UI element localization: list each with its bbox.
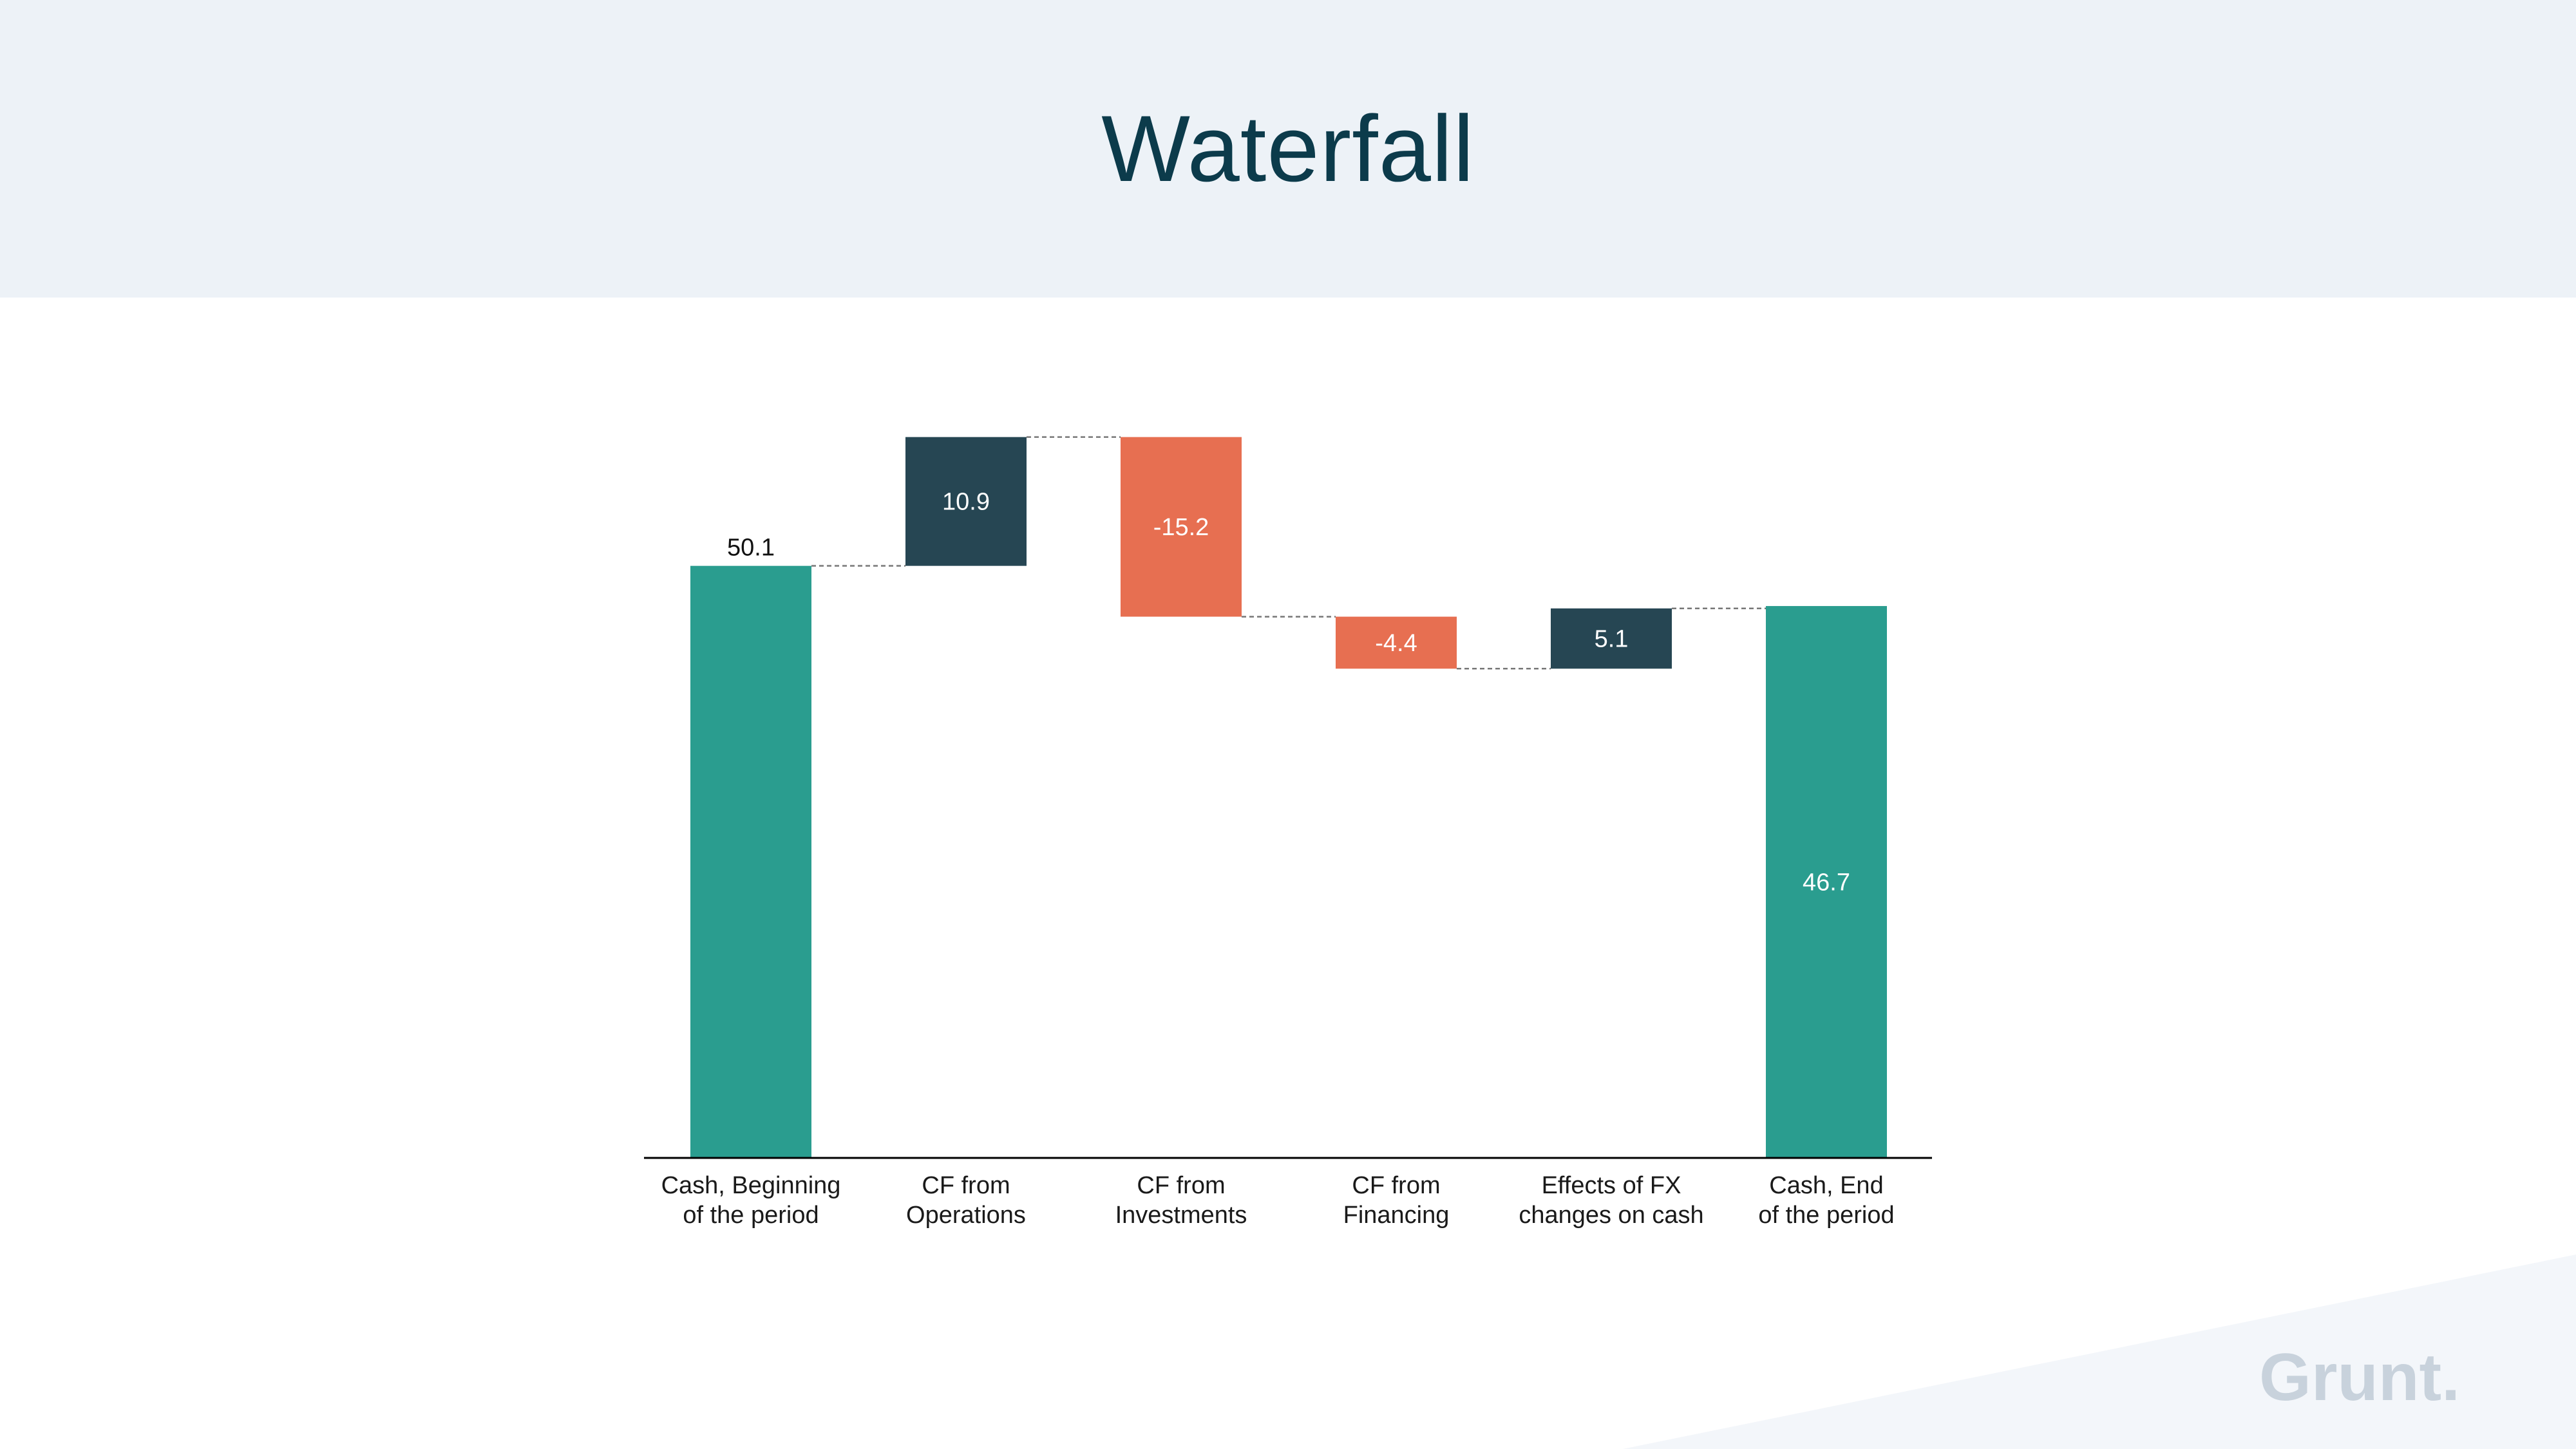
value-label-2: -15.2 bbox=[1153, 514, 1209, 541]
category-label-1: CF from Operations bbox=[906, 1172, 1026, 1229]
value-label-3: -4.4 bbox=[1375, 630, 1417, 657]
category-label-5: Cash, End of the period bbox=[1758, 1172, 1894, 1229]
brand-logo: Grunt. bbox=[2259, 1340, 2460, 1415]
value-label-4: 5.1 bbox=[1595, 626, 1629, 653]
value-label-1: 10.9 bbox=[942, 489, 990, 516]
page-title: Waterfall bbox=[1101, 96, 1475, 201]
category-label-3: CF from Financing bbox=[1343, 1172, 1450, 1229]
connector-lines bbox=[811, 436, 1766, 670]
category-label-4: Effects of FX changes on cash bbox=[1519, 1172, 1703, 1229]
bar-2 bbox=[1121, 437, 1242, 617]
category-labels: Cash, Beginning of the period CF from Opera… bbox=[661, 1172, 1895, 1229]
category-label-2: CF from Investments bbox=[1115, 1172, 1247, 1229]
background-decoration bbox=[1623, 1255, 2576, 1449]
bar-3 bbox=[1336, 616, 1457, 669]
value-label-5: 46.7 bbox=[1803, 869, 1850, 896]
value-label-0: 50.1 bbox=[727, 535, 775, 562]
category-label-0: Cash, Beginning of the period bbox=[661, 1172, 841, 1229]
bar-0 bbox=[690, 565, 811, 1158]
bars bbox=[690, 437, 1887, 1158]
bar-4 bbox=[1551, 608, 1672, 669]
bar-1 bbox=[905, 437, 1027, 566]
header-band bbox=[0, 0, 2576, 298]
value-labels: 50.1 10.9 -15.2 -4.4 5.1 46.7 bbox=[727, 489, 1850, 896]
bar-5 bbox=[1766, 606, 1887, 1158]
